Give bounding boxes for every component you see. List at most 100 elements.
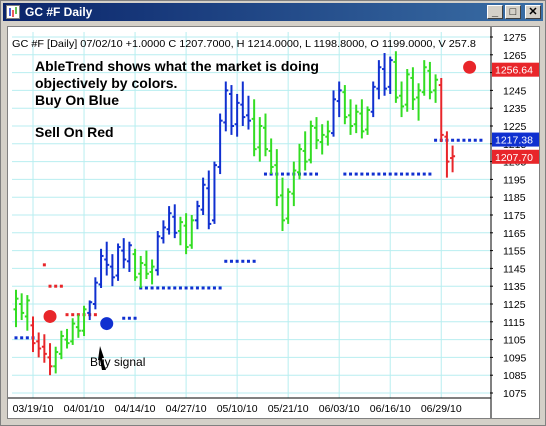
stop-dot <box>25 336 29 340</box>
ohlc-bar <box>200 177 206 215</box>
stop-dot <box>195 286 199 290</box>
annotation-line-2: objectively by colors. <box>35 75 177 91</box>
ohlc-bar <box>189 215 195 249</box>
annotation-line-4: Sell On Red <box>35 124 114 140</box>
price-chart[interactable]: 1075 1085 1095 1105 1115 1125 1135 1145 1155 1165… <box>8 27 539 418</box>
ohlc-bar <box>166 206 172 235</box>
ohlc-bar <box>115 243 121 281</box>
stop-dot <box>428 172 432 176</box>
ohlc-bar <box>87 300 93 321</box>
ohlc-bar <box>132 248 138 281</box>
price-tick-label: 1095 <box>503 352 527 364</box>
ohlc-bar <box>19 293 25 321</box>
maximize-button[interactable]: □ <box>505 5 521 19</box>
ohlc-bar <box>143 250 149 280</box>
ohlc-bar <box>365 106 371 135</box>
chart-window-icon <box>6 5 20 19</box>
ohlc-bar <box>387 56 393 94</box>
ohlc-bar <box>228 85 234 135</box>
stop-dot <box>150 286 154 290</box>
ohlc-bar <box>183 213 189 255</box>
ohlc-bar <box>223 81 229 132</box>
ohlc-bar <box>64 328 70 349</box>
price-axis: 1075 1085 1095 1105 1115 1125 1135 1145 1155 1165… <box>490 32 527 400</box>
grid-lines <box>8 27 492 418</box>
date-tick-label: 06/03/10 <box>319 403 360 415</box>
window-title: GC #F Daily <box>25 5 93 19</box>
price-tick-label: 1105 <box>503 335 526 347</box>
close-button[interactable]: ✕ <box>525 5 541 19</box>
price-tick-label: 1145 <box>503 263 526 275</box>
price-tick-label: 1085 <box>503 370 527 382</box>
stop-dot <box>71 313 75 317</box>
date-tick-label: 04/27/10 <box>166 403 207 415</box>
signal-marker <box>43 309 57 323</box>
ohlc-bar <box>450 145 456 173</box>
annotation-line-3: Buy On Blue <box>35 92 119 108</box>
stop-dot <box>20 336 24 340</box>
ohlc-bar <box>262 113 268 157</box>
date-tick-label: 06/16/10 <box>370 403 411 415</box>
stop-dot <box>184 286 188 290</box>
title-bar[interactable]: GC #F Daily _ □ ✕ <box>3 3 543 21</box>
stop-dot <box>388 172 392 176</box>
stop-dot <box>303 172 307 176</box>
signal-markers <box>43 60 477 331</box>
stop-dot <box>144 286 148 290</box>
ohlc-bar <box>41 334 47 363</box>
chart-header: GC #F [Daily] 07/02/10 +1.0000 C 1207.70… <box>12 38 476 50</box>
ohlc-bar <box>314 117 320 150</box>
date-axis: 03/19/10 04/01/10 04/14/10 04/27/10 05/10/10… <box>13 403 462 415</box>
ohlc-bar <box>30 316 36 353</box>
date-tick-label: 05/10/10 <box>217 403 258 415</box>
stop-dot <box>434 138 438 142</box>
ohlc-bar <box>359 99 365 139</box>
price-tick-label: 1235 <box>503 103 527 115</box>
stop-dot <box>207 286 211 290</box>
stop-dot <box>14 336 18 340</box>
price-tag-label: 1256.64 <box>495 65 533 77</box>
price-tick-label: 1195 <box>503 174 526 186</box>
ohlc-bar <box>177 216 183 246</box>
buy-signal-arrow <box>98 346 106 370</box>
ohlc-bar <box>126 241 132 272</box>
stop-dot <box>354 172 358 176</box>
stop-dot <box>167 286 171 290</box>
stop-dot <box>42 263 46 267</box>
stop-dot <box>383 172 387 176</box>
ohlc-bar <box>297 143 302 180</box>
stop-dot <box>59 284 63 288</box>
stop-dot <box>451 138 455 142</box>
stop-dot <box>133 316 137 320</box>
ohlc-bar <box>206 170 212 230</box>
price-tick-label: 1115 <box>503 317 525 329</box>
ohlc-bar <box>149 259 155 285</box>
stop-dot <box>173 286 177 290</box>
stop-dot <box>178 286 182 290</box>
date-tick-label: 05/21/10 <box>268 403 309 415</box>
ohlc-bar <box>245 95 251 130</box>
price-tick-label: 1185 <box>503 192 526 204</box>
ohlc-bar <box>331 90 337 137</box>
ohlc-bar <box>13 289 19 328</box>
stop-dot <box>127 316 131 320</box>
stop-dot <box>417 172 421 176</box>
ohlc-bar <box>302 131 308 171</box>
ohlc-bar <box>98 248 104 288</box>
ohlc-bar <box>399 81 405 118</box>
stop-dot <box>65 313 69 317</box>
stop-dot <box>371 172 375 176</box>
ohlc-bar <box>393 51 399 103</box>
stop-dot <box>405 172 409 176</box>
stop-dot <box>229 259 233 263</box>
chart-area[interactable]: 1075 1085 1095 1105 1115 1125 1135 1145 1155 1165… <box>7 26 540 419</box>
stop-dot <box>263 172 267 176</box>
ohlc-bar <box>444 131 450 178</box>
ohlc-bar <box>81 305 87 337</box>
ohlc-bar <box>257 117 263 162</box>
minimize-button[interactable]: _ <box>487 5 503 19</box>
stop-dot <box>349 172 353 176</box>
price-tags: 1256.64 1217.38 1207.70 <box>492 62 539 164</box>
stop-dot <box>422 172 426 176</box>
